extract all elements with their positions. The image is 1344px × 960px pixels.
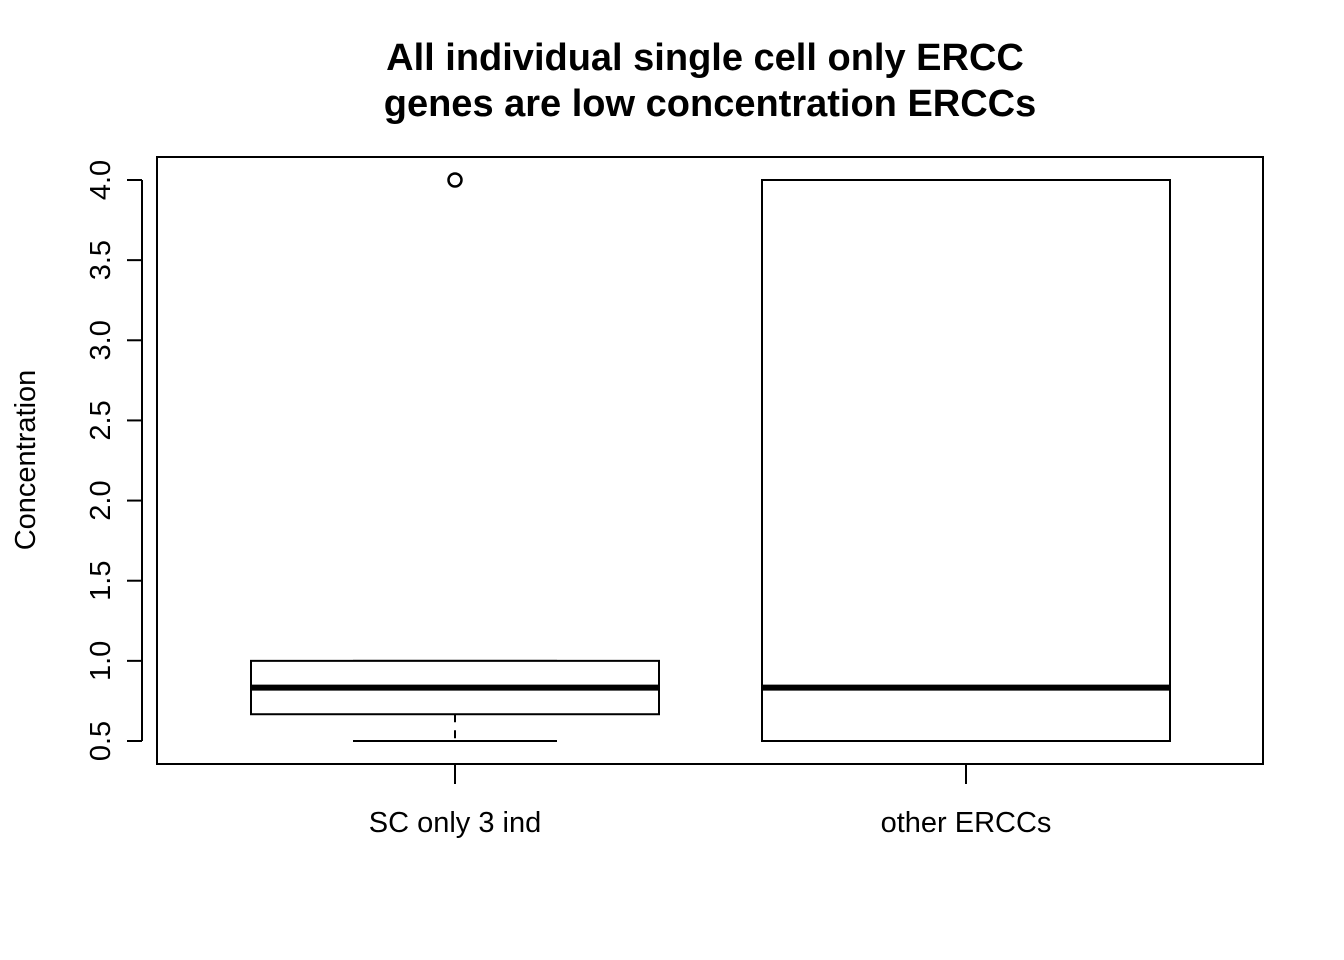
y-axis: 0.5 1.0 1.5 2.0 2.5 3.0 3.5 4.0 (85, 160, 143, 761)
iqr-box (761, 179, 1171, 742)
y-tick-label: 3.5 (85, 240, 117, 280)
y-axis-label: Concentration (10, 370, 42, 551)
outlier-point (447, 172, 463, 188)
y-tick-label: 1.5 (85, 561, 117, 601)
y-tick-label: 0.5 (85, 721, 117, 761)
boxes (250, 172, 1171, 742)
plot-frame (156, 156, 1264, 765)
y-tick-label: 2.0 (85, 480, 117, 520)
box-group (761, 179, 1171, 742)
y-tick-label: 1.0 (85, 641, 117, 681)
y-tick-label: 4.0 (85, 160, 117, 200)
x-axis: SC only 3 ind other ERCCs (369, 764, 1052, 839)
y-tick-label: 2.5 (85, 400, 117, 440)
chart-title-line-2: genes are low concentration ERCCs (384, 83, 1037, 125)
y-tick-label: 3.0 (85, 320, 117, 360)
x-tick-label: SC only 3 ind (369, 807, 542, 839)
box-group (250, 172, 660, 742)
chart-title-line-1: All individual single cell only ERCC (386, 37, 1024, 79)
x-tick-label: other ERCCs (881, 807, 1052, 839)
